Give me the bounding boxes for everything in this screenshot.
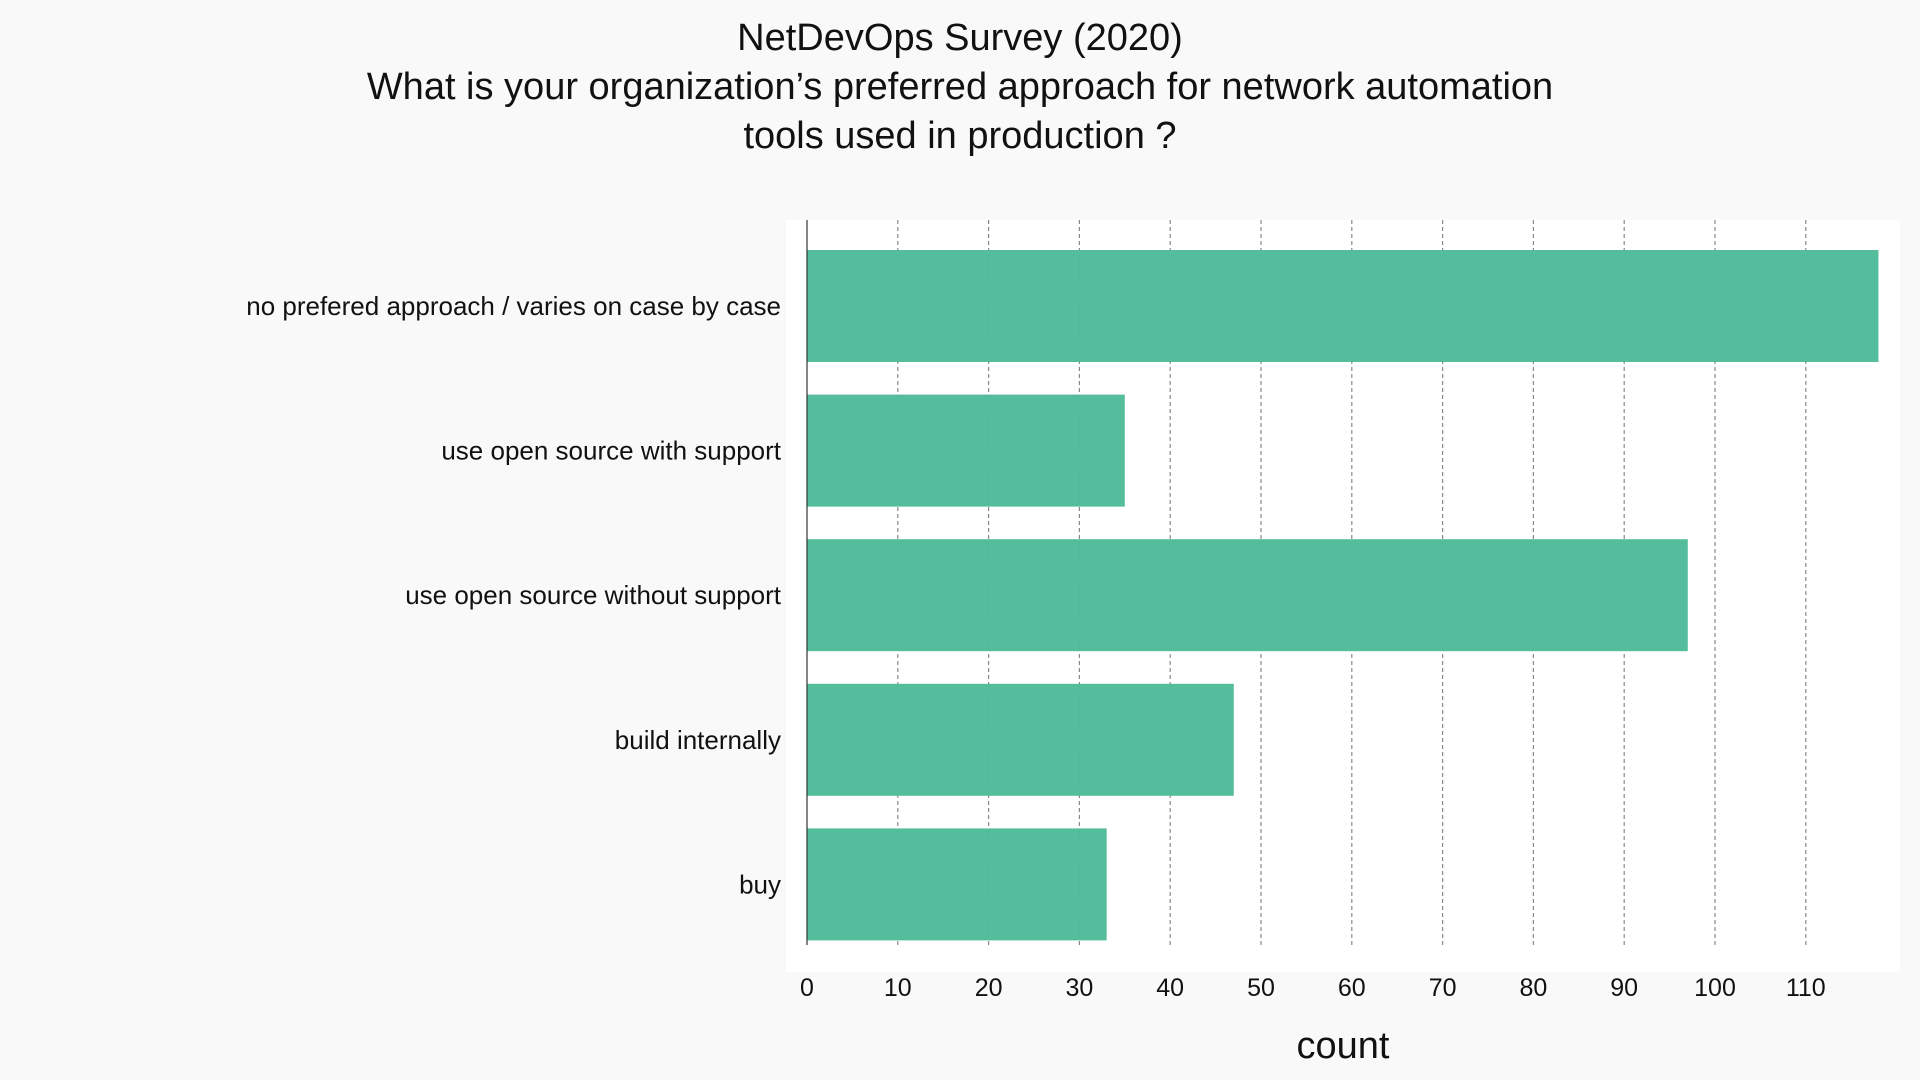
x-tick-label: 50: [1247, 974, 1275, 1002]
chart-title-line: What is your organization’s preferred ap…: [366, 66, 1554, 108]
bar: [807, 250, 1879, 362]
x-tick-label: 60: [1338, 974, 1366, 1002]
x-tick-label: 20: [975, 974, 1003, 1002]
x-axis: 0 10 20 30 40 50 60 70 80 90 100 110: [800, 974, 1826, 1002]
bars: [807, 250, 1879, 941]
chart-title-line: NetDevOps Survey (2020): [737, 17, 1183, 59]
x-tick-label: 30: [1065, 974, 1093, 1002]
x-tick-label: 90: [1610, 974, 1638, 1002]
bar: [807, 683, 1234, 796]
x-tick-label: 100: [1694, 974, 1736, 1002]
x-tick-label: 10: [884, 974, 912, 1002]
y-category-label: buy: [739, 869, 781, 899]
x-tick-label: 70: [1429, 974, 1457, 1002]
x-tick-label: 0: [800, 974, 814, 1002]
y-category-label: use open source without support: [405, 580, 782, 610]
x-tick-label: 110: [1786, 974, 1826, 1002]
x-tick-label: 80: [1519, 974, 1547, 1002]
y-category-label: use open source with support: [441, 436, 781, 466]
bar: [807, 828, 1107, 941]
bar: [807, 539, 1688, 652]
y-category-label: no prefered approach / varies on case by…: [246, 291, 781, 321]
x-axis-title: count: [1297, 1025, 1390, 1067]
y-category-label: build internally: [615, 725, 781, 755]
chart-title: NetDevOps Survey (2020) What is your org…: [0, 14, 1920, 161]
y-axis: no prefered approach / varies on case by…: [246, 291, 782, 899]
x-tick-label: 40: [1156, 974, 1184, 1002]
chart-title-line: tools used in production ?: [743, 115, 1177, 157]
bar: [807, 394, 1125, 507]
